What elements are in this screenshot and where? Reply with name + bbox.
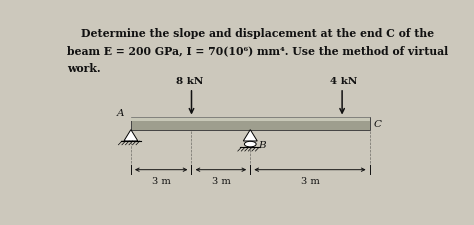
Circle shape xyxy=(245,142,256,147)
Polygon shape xyxy=(243,130,257,141)
FancyBboxPatch shape xyxy=(131,118,370,130)
FancyBboxPatch shape xyxy=(131,118,370,122)
Text: B: B xyxy=(258,140,266,149)
Text: C: C xyxy=(374,119,382,128)
Text: work.: work. xyxy=(66,63,100,74)
Text: Determine the slope and displacement at the end C of the: Determine the slope and displacement at … xyxy=(81,28,434,39)
Text: beam E = 200 GPa, I = 70(10⁶) mm⁴. Use the method of virtual: beam E = 200 GPa, I = 70(10⁶) mm⁴. Use t… xyxy=(66,45,448,56)
Text: A: A xyxy=(117,108,124,117)
Text: 3 m: 3 m xyxy=(152,177,171,186)
Text: 4 kN: 4 kN xyxy=(330,77,358,86)
Text: 8 kN: 8 kN xyxy=(176,77,203,86)
Polygon shape xyxy=(124,130,138,141)
Text: 3 m: 3 m xyxy=(211,177,230,186)
Text: 3 m: 3 m xyxy=(301,177,319,186)
